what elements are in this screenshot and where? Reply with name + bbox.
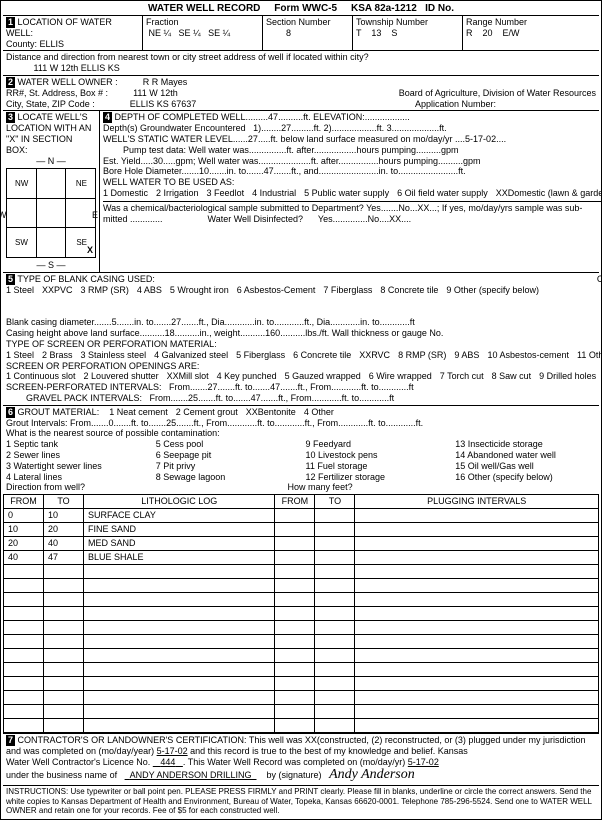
enc-ft: 3 <box>387 123 392 133</box>
enc-d: 27 <box>281 123 291 133</box>
twp: 13 <box>371 28 381 38</box>
cert-date: 5-17-02 <box>157 746 188 756</box>
no: No <box>368 214 380 224</box>
cert-date2: 5-17-02 <box>408 757 439 767</box>
log-table: FROMTOLITHOLOGIC LOGFROMTOPLUGGING INTER… <box>3 494 599 733</box>
biz: ANDY ANDERSON DRILLING <box>130 770 252 780</box>
grout-types: 1 Neat cement2 Cement groutXXBentonite4 … <box>109 407 342 417</box>
owner-csz: ELLIS KS 67637 <box>130 99 197 109</box>
chem-no: No <box>398 203 410 213</box>
screen-types: 1 Steel2 Brass3 Stainless steel4 Galvani… <box>6 350 602 361</box>
xx: XX <box>417 203 429 213</box>
owner-addr: 111 W 12th <box>133 88 178 98</box>
cdia: 5 <box>112 317 117 327</box>
use-label: WELL WATER TO BE USED AS: <box>103 177 234 187</box>
sec-1: 1 <box>6 17 15 28</box>
pfrom: 27 <box>208 382 218 392</box>
pump: Pump test data: Well water was <box>123 145 249 155</box>
form-code: Form WWC-5 <box>274 3 337 14</box>
dist: 111 W 12th ELLIS KS <box>34 63 120 73</box>
enc-n: 1 <box>253 123 258 133</box>
cert-t5: under the business name of <box>6 770 117 780</box>
frac-ne: NE <box>149 28 162 38</box>
form-id: ID No. <box>425 3 454 14</box>
joints: CASING JOINTS: Glued..XX..Clamped...... <box>597 274 602 285</box>
owner-name: R R Mayes <box>143 77 188 87</box>
signature: Andy Anderson <box>329 767 415 782</box>
sec-3: 3 <box>6 112 15 123</box>
yes: Yes <box>318 214 333 224</box>
dir: Direction from well? <box>6 482 85 492</box>
form-ksa: KSA 82a-1212 <box>351 3 417 14</box>
cert-t4: This Water Well Record was completed on … <box>188 757 406 767</box>
sec-5: 5 <box>6 274 15 285</box>
section-box: NW NE SW SE X <box>6 168 96 258</box>
form-title: WATER WELL RECORD <box>148 3 260 14</box>
county: ELLIS <box>40 39 65 49</box>
bore-to: 47 <box>264 166 274 176</box>
frac-se: SE <box>179 28 191 38</box>
dist-label: Distance and direction from nearest town… <box>6 52 369 62</box>
twp-dir: S <box>391 28 397 38</box>
board: Board of Agriculture, Division of Water … <box>399 88 596 99</box>
bore-from: 10 <box>199 166 209 176</box>
cdia-to: 27 <box>171 317 181 327</box>
disinf: Water Well Disinfected? <box>208 214 304 224</box>
cert-t2: and this record is true to the best of m… <box>190 746 468 756</box>
gfrom: 25 <box>188 393 198 403</box>
section: 8 <box>286 28 291 38</box>
casing-types: 1 SteelXXPVC3 RMP (SR)4 ABS5 Wrought iro… <box>6 285 602 296</box>
open-types: 1 Continuous slot2 Louvered shutterXXMil… <box>6 371 602 382</box>
gto: 47 <box>251 393 261 403</box>
range: 20 <box>483 28 493 38</box>
sec-7: 7 <box>6 735 15 746</box>
cert-t3: Water Well Contractor's Licence No. <box>6 757 150 767</box>
cheight: 18 <box>165 328 175 338</box>
range-dir: E/W <box>503 28 520 38</box>
cert-t6: by (signature) <box>267 770 322 780</box>
contam-opts: 1 Septic tank2 Sewer lines3 Watertight s… <box>6 439 596 482</box>
grto: 25 <box>166 418 176 428</box>
chem: Was a chemical/bacteriological sample su… <box>103 203 381 213</box>
feet: How many feet? <box>288 482 353 492</box>
sec-4: 4 <box>103 112 112 123</box>
pto: 47 <box>270 382 280 392</box>
contam: What is the nearest source of possible c… <box>6 428 220 438</box>
cweight: 160 <box>265 328 280 338</box>
static-date: 5-17-02 <box>465 134 496 144</box>
grfrom: 0 <box>109 418 114 428</box>
instructions: INSTRUCTIONS: Use typewriter or ball poi… <box>3 786 599 817</box>
uses: 1 Domestic2 Irrigation3 Feedlot4 Industr… <box>103 188 602 199</box>
static: 27 <box>248 134 258 144</box>
appno: Application Number: <box>415 99 496 110</box>
yield: 30 <box>153 156 163 166</box>
sec-2: 2 <box>6 77 15 88</box>
sec-6: 6 <box>6 407 15 418</box>
lic: 444 <box>160 757 175 767</box>
depth: 47 <box>268 112 278 122</box>
